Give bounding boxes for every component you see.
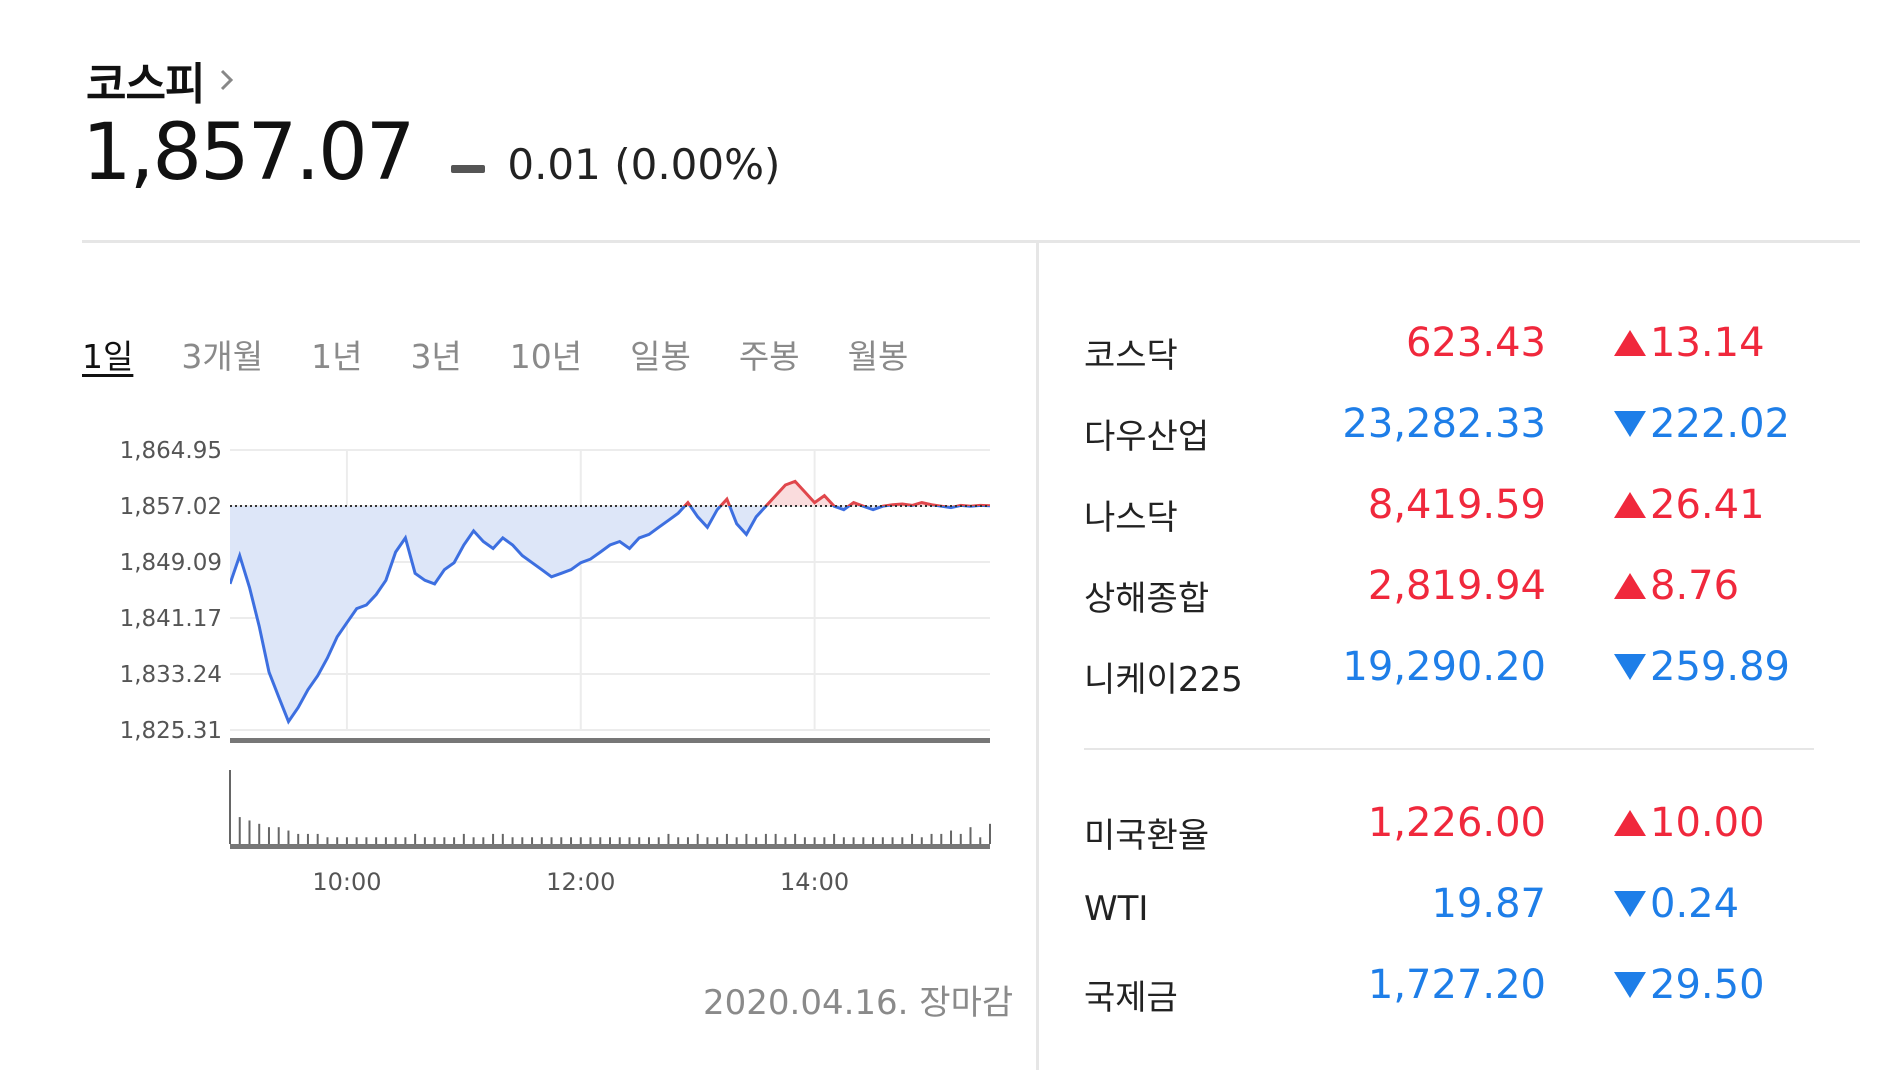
market-change-value: 29.50 [1650, 962, 1765, 1008]
market-change-value: 0.24 [1650, 881, 1740, 927]
triangle-down-icon [1614, 654, 1646, 680]
market-change: 13.14 [1614, 320, 1765, 366]
market-change-value: 10.00 [1650, 800, 1765, 846]
market-value: 1,727.20 [1367, 962, 1546, 1008]
triangle-up-icon [1614, 810, 1646, 836]
market-change: 10.00 [1614, 800, 1765, 846]
market-name[interactable]: 나스닥 [1084, 498, 1178, 538]
period-tabs: 1일 3개월 1년 3년 10년 일봉 주봉 월봉 [82, 330, 908, 378]
market-change: 26.41 [1614, 482, 1765, 528]
intraday-chart: 1,864.95 1,857.02 1,849.09 1,841.17 1,833.24… [120, 438, 991, 896]
market-value: 23,282.33 [1342, 401, 1546, 447]
market-row[interactable]: WTI 19.87 0.24 [1084, 881, 1824, 941]
x-tick-label: 10:00 [312, 868, 381, 896]
market-change-value: 222.02 [1650, 401, 1790, 447]
chevron-right-icon[interactable] [216, 66, 238, 94]
market-change: 222.02 [1614, 401, 1790, 447]
market-name[interactable]: WTI [1084, 889, 1149, 929]
market-row[interactable]: 니케이225 19,290.20 259.89 [1084, 644, 1824, 704]
y-tick-label: 1,825.31 [120, 718, 222, 744]
triangle-up-icon [1614, 330, 1646, 356]
vertical-divider [1036, 243, 1039, 1070]
y-tick-label: 1,841.17 [120, 606, 222, 632]
flat-change-icon [451, 165, 486, 173]
triangle-up-icon [1614, 492, 1646, 518]
market-change: 0.24 [1614, 881, 1739, 927]
market-change-value: 26.41 [1650, 482, 1765, 528]
price-row: 1,857.07 0.01 (0.00%) [82, 108, 780, 198]
y-tick-label: 1,864.95 [120, 438, 222, 464]
market-row[interactable]: 국제금 1,727.20 29.50 [1084, 962, 1824, 1022]
plot-bottom-bar [230, 738, 990, 743]
tab-7[interactable]: 월봉 [847, 337, 909, 376]
market-row[interactable]: 코스닥 623.43 13.14 [1084, 320, 1824, 380]
market-change: 259.89 [1614, 644, 1790, 690]
market-change: 29.50 [1614, 962, 1765, 1008]
market-name[interactable]: 다우산업 [1084, 417, 1210, 457]
price-change: 0.01 (0.00%) [507, 140, 781, 189]
tab-4[interactable]: 10년 [509, 337, 583, 376]
market-name[interactable]: 상해종합 [1084, 579, 1210, 619]
tab-5[interactable]: 일봉 [630, 337, 691, 376]
tab-6[interactable]: 주봉 [738, 337, 800, 376]
market-row[interactable]: 다우산업 23,282.33 222.02 [1084, 401, 1824, 461]
x-tick-label: 12:00 [546, 868, 615, 896]
tab-1[interactable]: 3개월 [181, 337, 264, 376]
top-divider [82, 240, 1860, 243]
market-close-date: 2020.04.16. 장마감 [703, 983, 1014, 1023]
tab-3[interactable]: 3년 [410, 337, 462, 376]
market-value: 19,290.20 [1342, 644, 1546, 690]
market-row[interactable]: 나스닥 8,419.59 26.41 [1084, 482, 1824, 542]
tab-2[interactable]: 1년 [311, 337, 363, 376]
index-name[interactable]: 코스피 [86, 59, 205, 110]
market-change-value: 259.89 [1650, 644, 1790, 690]
current-price: 1,857.07 [82, 108, 415, 198]
market-row[interactable]: 상해종합 2,819.94 8.76 [1084, 563, 1824, 623]
market-value: 623.43 [1406, 320, 1546, 366]
market-name[interactable]: 니케이225 [1084, 660, 1243, 700]
market-value: 8,419.59 [1367, 482, 1546, 528]
market-name[interactable]: 코스닥 [1084, 336, 1178, 376]
index-title-row[interactable]: 코스피 [86, 48, 238, 112]
price-line-below [230, 506, 990, 725]
y-tick-label: 1,849.09 [120, 550, 222, 576]
list-divider [1084, 748, 1814, 750]
triangle-down-icon [1614, 411, 1646, 437]
market-name[interactable]: 미국환율 [1084, 816, 1210, 856]
x-tick-label: 14:00 [780, 868, 849, 896]
market-change: 8.76 [1614, 563, 1739, 609]
y-tick-label: 1,833.24 [120, 662, 222, 688]
triangle-down-icon [1614, 891, 1646, 917]
market-change-value: 13.14 [1650, 320, 1765, 366]
triangle-up-icon [1614, 573, 1646, 599]
y-tick-label: 1,857.02 [120, 494, 222, 520]
market-value: 19.87 [1431, 881, 1546, 927]
market-change-value: 8.76 [1650, 563, 1740, 609]
tab-0[interactable]: 1일 [82, 337, 134, 376]
triangle-down-icon [1614, 972, 1646, 998]
market-value: 2,819.94 [1367, 563, 1546, 609]
volume-baseline [230, 844, 990, 849]
market-name[interactable]: 국제금 [1084, 978, 1178, 1018]
market-row[interactable]: 미국환율 1,226.00 10.00 [1084, 800, 1824, 860]
market-value: 1,226.00 [1367, 800, 1546, 846]
area-below [230, 506, 973, 722]
